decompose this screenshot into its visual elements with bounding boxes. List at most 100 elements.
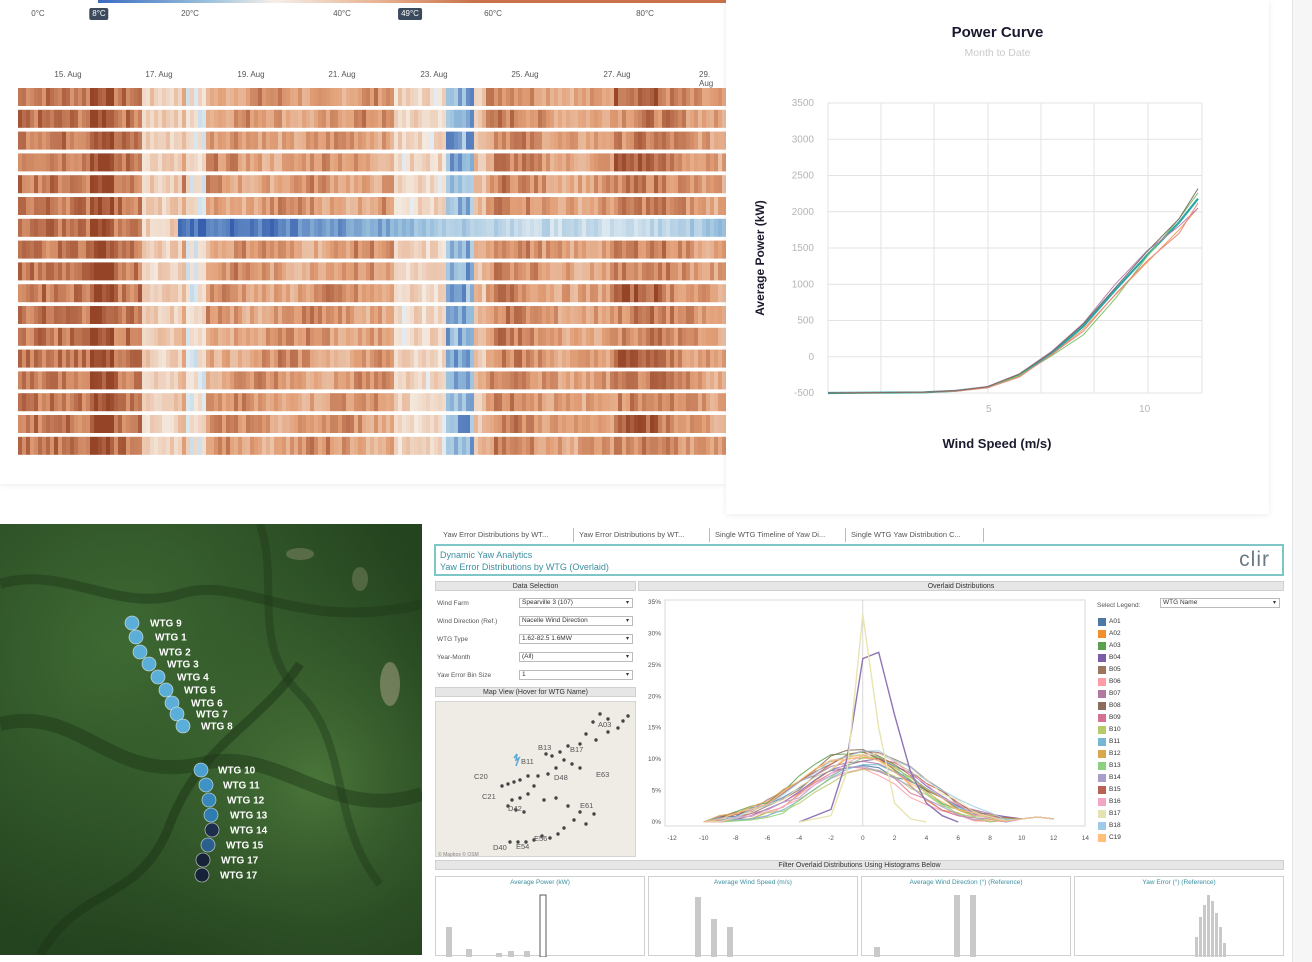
wtg-marker[interactable]: WTG 17 [195, 852, 259, 868]
minimap-wtg-dot[interactable] [562, 758, 566, 762]
wtg-marker-dot[interactable] [141, 656, 157, 672]
minimap-wtg-dot[interactable] [532, 838, 536, 842]
wtg-marker[interactable]: WTG 7 [169, 706, 228, 722]
scale-max-handle[interactable]: 49°C [398, 8, 422, 20]
minimap-wtg-dot[interactable] [512, 780, 516, 784]
wtg-marker[interactable]: WTG 8 [175, 718, 233, 734]
wtg-marker[interactable]: WTG 6 [164, 695, 223, 711]
wtg-minimap[interactable]: A03 B13 B17 B11 C20 D48 E63 C21 D42 E61 D40 E54 E56 ©… [435, 701, 636, 858]
histogram-filter[interactable]: Average Wind Direction (°) (Reference) [861, 876, 1071, 957]
heatmap-row[interactable] [18, 218, 726, 237]
histogram-bar[interactable] [1223, 943, 1226, 957]
histogram-bar[interactable] [496, 953, 502, 957]
wtg-marker-dot[interactable] [169, 706, 185, 722]
histogram-bar[interactable] [508, 951, 514, 957]
filter-dropdown[interactable]: 1.62-82.5 1.6MW ▾ [519, 634, 633, 644]
minimap-wtg-dot[interactable] [592, 812, 596, 816]
wtg-marker[interactable]: WTG 12 [201, 792, 265, 808]
heatmap-row[interactable] [18, 306, 726, 324]
yaw-distribution-series[interactable] [703, 755, 1054, 823]
histogram-bar[interactable] [711, 919, 717, 957]
minimap-wtg-dot[interactable] [536, 774, 540, 778]
minimap-wtg-dot[interactable] [546, 772, 550, 776]
yaw-distribution-peak[interactable] [799, 614, 927, 823]
minimap-wtg-dot[interactable] [566, 744, 570, 748]
minimap-wtg-dot[interactable] [500, 784, 504, 788]
histogram-bar[interactable] [1207, 895, 1210, 957]
legend-item[interactable]: B05 [1098, 666, 1121, 678]
legend-item[interactable]: B17 [1098, 810, 1121, 822]
wtg-marker[interactable]: WTG 15 [200, 837, 264, 853]
minimap-wtg-dot[interactable] [542, 798, 546, 802]
heatmap-row[interactable] [18, 415, 726, 433]
histogram-bar[interactable] [727, 927, 733, 957]
wtg-marker[interactable]: WTG 5 [158, 682, 216, 698]
heatmap-row[interactable] [18, 393, 726, 412]
legend-item[interactable]: A01 [1098, 618, 1121, 630]
wtg-marker-dot[interactable] [193, 762, 209, 778]
histogram-bar[interactable] [1195, 937, 1198, 957]
minimap-wtg-dot[interactable] [508, 840, 512, 844]
minimap-wtg-dot[interactable] [616, 726, 620, 730]
minimap-wtg-dot[interactable] [554, 796, 558, 800]
wtg-marker[interactable]: WTG 2 [132, 644, 191, 660]
legend-item[interactable]: B18 [1098, 822, 1121, 834]
histogram-bar[interactable] [1215, 913, 1218, 957]
filter-dropdown[interactable]: 1 ▾ [519, 670, 633, 680]
wtg-marker[interactable]: WTG 17 [194, 867, 258, 883]
power-curve-series[interactable] [827, 188, 1199, 394]
legend-item[interactable]: B16 [1098, 798, 1121, 810]
minimap-wtg-dot[interactable] [591, 720, 595, 724]
minimap-wtg-dot[interactable] [506, 782, 510, 786]
histogram-bars[interactable] [436, 887, 644, 957]
heatmap-row[interactable] [18, 109, 726, 128]
satellite-map[interactable]: WTG 9 WTG 1 WTG 2 WTG 3 WTG 4 WTG 5 WTG 6 WTG 7… [0, 524, 422, 955]
filter-dropdown[interactable]: Spearville 3 (107) ▾ [519, 598, 633, 608]
yaw-distribution-series[interactable] [703, 750, 1054, 823]
histogram-bars[interactable] [862, 887, 1070, 957]
legend-item[interactable]: A02 [1098, 630, 1121, 642]
minimap-wtg-dot[interactable] [540, 834, 544, 838]
histogram-bar[interactable] [1203, 905, 1206, 957]
heatmap-row[interactable] [18, 131, 726, 150]
heatmap-row[interactable] [18, 88, 726, 106]
legend-item[interactable]: B06 [1098, 678, 1121, 690]
minimap-wtg-dot[interactable] [514, 808, 518, 812]
legend-item[interactable]: B15 [1098, 786, 1121, 798]
legend-item[interactable]: B12 [1098, 750, 1121, 762]
legend-item[interactable]: B11 [1098, 738, 1121, 750]
tab-yaw-error-2[interactable]: Yaw Error Distributions by WT... [574, 528, 710, 542]
heatmap-grid[interactable] [18, 88, 726, 460]
histogram-bar[interactable] [1199, 917, 1202, 957]
wtg-marker[interactable]: WTG 13 [203, 807, 268, 823]
minimap-wtg-dot[interactable] [594, 738, 598, 742]
heatmap-row[interactable] [18, 153, 726, 172]
wtg-marker-dot[interactable] [198, 777, 214, 793]
heatmap-row[interactable] [18, 327, 726, 346]
minimap-wtg-dot[interactable] [606, 730, 610, 734]
filter-dropdown[interactable]: (All) ▾ [519, 652, 633, 662]
yaw-distribution-series[interactable] [703, 756, 1054, 823]
minimap-wtg-dot[interactable] [506, 804, 510, 808]
histogram-bars[interactable] [1075, 887, 1283, 957]
minimap-wtg-dot[interactable] [572, 818, 576, 822]
minimap-wtg-dot[interactable] [578, 742, 582, 746]
histogram-bar[interactable] [539, 894, 547, 957]
wtg-marker[interactable]: WTG 10 [193, 762, 256, 778]
wtg-marker-dot[interactable] [124, 615, 140, 631]
histogram-bar[interactable] [466, 949, 472, 957]
wtg-marker-dot[interactable] [201, 792, 217, 808]
legend-item[interactable]: B04 [1098, 654, 1121, 666]
legend-item[interactable]: B10 [1098, 726, 1121, 738]
minimap-wtg-dot[interactable] [558, 750, 562, 754]
histogram-bar[interactable] [874, 947, 880, 957]
heatmap-row[interactable] [18, 349, 726, 368]
histogram-bar[interactable] [1211, 901, 1214, 957]
wtg-marker-dot[interactable] [150, 669, 166, 685]
minimap-wtg-dot[interactable] [522, 810, 526, 814]
tab-single-distribution[interactable]: Single WTG Yaw Distribution C... [846, 528, 984, 542]
histogram-bar[interactable] [446, 927, 452, 957]
histogram-bar[interactable] [954, 895, 960, 957]
wtg-marker[interactable]: WTG 11 [198, 777, 260, 793]
heatmap-row[interactable] [18, 240, 726, 259]
